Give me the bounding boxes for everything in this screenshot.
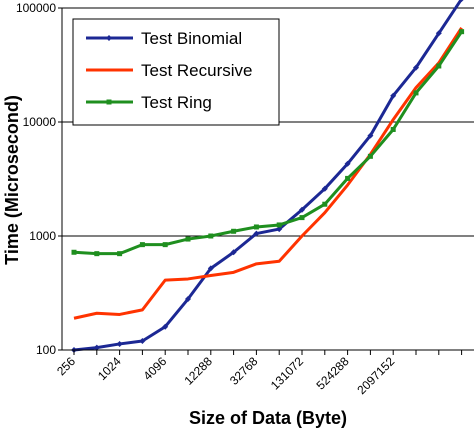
series-point <box>276 226 283 233</box>
series-point <box>459 0 464 2</box>
series-point <box>367 132 374 139</box>
series-point <box>117 251 123 257</box>
series-point <box>231 228 237 234</box>
series-point <box>322 201 328 207</box>
series-point <box>253 230 260 237</box>
x-tick-label: 2097152 <box>354 354 397 397</box>
legend: Test Binomial Test Recursive Test Ring <box>72 18 280 126</box>
x-axis-title: Size of Data (Byte) <box>189 408 347 428</box>
series-point <box>413 90 419 96</box>
y-axis-title: Time (Microsecond) <box>2 95 22 265</box>
series-point <box>94 251 100 257</box>
x-tick-label: 12288 <box>181 354 215 388</box>
series-point <box>435 30 442 37</box>
series-point <box>208 233 214 239</box>
legend-label: Test Recursive <box>141 61 252 80</box>
series-point <box>344 160 351 167</box>
series-point <box>207 265 214 272</box>
series-point <box>139 242 145 248</box>
series-point <box>276 222 282 228</box>
y-tick-label: 10000 <box>23 115 57 129</box>
series-point <box>459 29 465 35</box>
y-tick-label: 100 <box>36 343 56 357</box>
x-tick-label: 256 <box>54 354 78 378</box>
series-point <box>93 344 100 351</box>
y-tick-label: 1000 <box>29 229 56 243</box>
series-point <box>390 126 396 132</box>
series-point <box>185 236 191 242</box>
series-line <box>73 30 463 256</box>
x-tick-label: 4096 <box>141 354 170 383</box>
series-point <box>71 249 77 255</box>
series-point <box>321 185 328 192</box>
x-tick-label: 1024 <box>95 354 124 383</box>
series-point <box>185 296 191 303</box>
x-tick-label: 32768 <box>227 354 261 388</box>
series-point <box>162 242 168 248</box>
series-point <box>230 249 237 256</box>
legend-label: Test Binomial <box>141 29 242 48</box>
series-point <box>162 323 169 330</box>
series-point <box>299 206 305 213</box>
series-lines <box>71 0 465 353</box>
y-tick-label: 100000 <box>16 1 56 15</box>
series-point <box>116 340 123 347</box>
x-tick-label: 131072 <box>268 354 306 392</box>
series-line <box>73 27 463 320</box>
x-tick-label: 524288 <box>314 354 352 392</box>
series-point <box>413 64 419 71</box>
series-line <box>73 0 463 352</box>
series-point <box>253 224 259 230</box>
series-point <box>390 92 397 99</box>
legend-marker <box>106 35 112 41</box>
series-point <box>299 215 305 221</box>
legend-label: Test Ring <box>141 93 212 112</box>
series-point <box>139 337 146 344</box>
legend-marker <box>106 99 112 105</box>
series-point <box>367 153 373 159</box>
series-point <box>436 63 442 69</box>
series-point <box>345 175 351 181</box>
